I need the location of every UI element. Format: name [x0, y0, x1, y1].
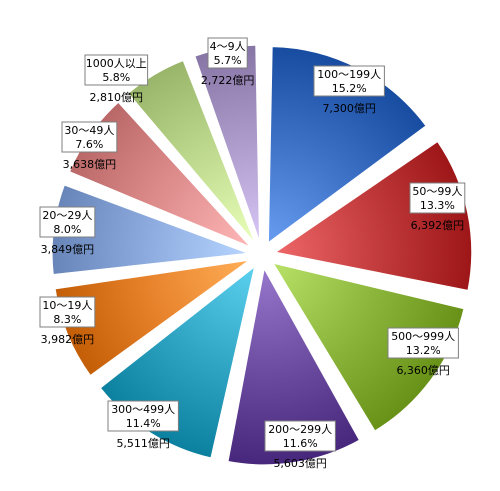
slice-category-label: 200～299人	[268, 423, 332, 436]
slice-percent-label: 15.2%	[332, 82, 367, 95]
slice-percent-label: 13.2%	[406, 344, 441, 357]
slice-percent-label: 5.8%	[102, 71, 130, 84]
slice-label-box	[107, 400, 179, 432]
slice-category-label: 4～9人	[210, 40, 246, 53]
slice-amount-label: 2,810億円	[90, 91, 144, 104]
slice-amount-label: 2,722億円	[201, 74, 255, 87]
slice-category-label: 300～499人	[111, 403, 175, 416]
pie-slice-8	[127, 59, 256, 244]
slice-label-box	[39, 296, 96, 328]
slice-amount-label: 5,603億円	[273, 457, 327, 470]
pie-slice-1	[274, 140, 473, 291]
slice-percent-label: 8.3%	[53, 313, 81, 326]
pie-slice-5	[54, 259, 250, 377]
slice-percent-label: 11.6%	[283, 437, 318, 450]
slice-percent-label: 8.0%	[53, 223, 81, 236]
slice-percent-label: 13.3%	[420, 199, 455, 212]
slice-amount-label: 3,638億円	[63, 158, 117, 171]
slice-amount-label: 3,982億円	[41, 333, 95, 346]
pie-slice-3	[227, 267, 361, 466]
slice-amount-label: 5,511億円	[116, 437, 170, 450]
slice-category-label: 500～999人	[391, 330, 455, 343]
slice-label-box	[313, 65, 385, 97]
slice-percent-label: 11.4%	[126, 417, 161, 430]
slice-category-label: 100～199人	[317, 68, 381, 81]
slice-category-label: 50～99人	[412, 185, 462, 198]
slice-amount-label: 6,392億円	[411, 219, 465, 232]
slice-label-box	[207, 37, 248, 69]
labels-layer: 100～199人15.2%7,300億円50～99人13.3%6,392億円50…	[39, 37, 466, 470]
slice-label-box	[387, 327, 459, 359]
slice-percent-label: 5.7%	[214, 54, 242, 67]
slice-label-9: 4～9人5.7% 2,722億円	[201, 37, 255, 87]
slice-amount-label: 6,360億円	[396, 364, 450, 377]
slice-label-box	[409, 182, 466, 214]
slice-category-label: 30～49人	[64, 124, 114, 137]
slice-category-label: 20～29人	[42, 209, 92, 222]
slice-amount-label: 7,300億円	[322, 102, 376, 115]
slice-label-box	[39, 206, 96, 238]
pie-slice-2	[272, 262, 465, 432]
slice-label-box	[264, 420, 336, 452]
slice-percent-label: 7.6%	[75, 138, 103, 151]
slice-label-box	[84, 54, 149, 86]
slice-amount-label: 3,849億円	[41, 243, 95, 256]
slice-category-label: 1000人以上	[86, 57, 147, 70]
slice-category-label: 10～19人	[42, 299, 92, 312]
slice-label-box	[61, 121, 118, 153]
